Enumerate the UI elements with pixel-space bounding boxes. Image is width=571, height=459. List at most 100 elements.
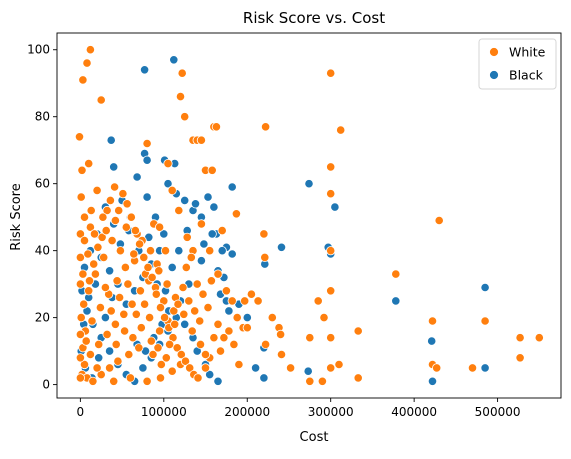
data-point-white [123, 279, 133, 289]
data-point-black [259, 373, 269, 383]
data-point-white [87, 316, 97, 326]
x-tick-label: 100000 [141, 405, 187, 419]
y-tick-label: 40 [35, 244, 50, 258]
data-point-white [326, 333, 336, 343]
data-point-white [219, 333, 229, 343]
data-point-black [227, 249, 237, 259]
y-tick-label: 80 [35, 110, 50, 124]
data-point-white [326, 162, 336, 172]
data-point-white [128, 333, 138, 343]
data-point-white [267, 312, 277, 323]
data-point-white [193, 373, 203, 383]
data-point-white [135, 239, 145, 249]
data-point-black [196, 256, 206, 266]
data-point-white [121, 222, 131, 232]
data-point-black [94, 353, 104, 363]
data-point-black [106, 135, 116, 145]
data-point-white [434, 215, 444, 226]
data-point-white [84, 276, 95, 286]
data-point-white [96, 369, 106, 380]
data-point-white [114, 205, 124, 216]
data-point-white [167, 185, 177, 195]
data-point-white [124, 349, 134, 360]
data-point-white [82, 58, 92, 68]
data-point-white [78, 269, 88, 279]
data-point-white [79, 359, 90, 370]
data-point-white [170, 319, 180, 329]
data-point-white [326, 246, 336, 256]
data-point-black [480, 363, 490, 373]
data-point-white [129, 249, 139, 259]
data-point-white [240, 296, 250, 306]
data-point-white [84, 286, 94, 296]
data-point-white [134, 343, 144, 353]
data-point-white [242, 323, 252, 333]
data-point-white [102, 329, 112, 339]
data-point-white [140, 299, 150, 309]
data-point-white [173, 299, 183, 309]
data-point-black [227, 182, 237, 192]
data-point-white [139, 252, 149, 262]
data-point-black [190, 199, 201, 209]
data-point-white [74, 132, 85, 142]
data-point-white [142, 138, 152, 149]
data-point-white [326, 286, 336, 296]
data-point-white [98, 212, 108, 222]
data-point-white [85, 45, 96, 55]
data-point-white [76, 192, 86, 202]
data-point-white [79, 212, 90, 222]
data-point-white [215, 346, 226, 356]
data-point-white [156, 359, 166, 370]
data-point-white [231, 209, 241, 219]
data-point-white [102, 205, 112, 216]
data-point-white [186, 252, 196, 262]
data-point-white [115, 246, 126, 256]
x-axis: 0 100000 200000 300000 400000 500000 [77, 398, 521, 419]
data-point-white [105, 363, 115, 373]
data-point-white [85, 222, 96, 232]
data-point-black [209, 202, 219, 212]
data-point-white [142, 376, 152, 386]
data-point-white [200, 363, 211, 373]
data-point-white [145, 246, 156, 256]
data-point-white [153, 343, 163, 353]
data-point-white [246, 289, 256, 299]
data-point-black [217, 246, 227, 256]
data-point-white [162, 279, 172, 289]
y-axis-label: Risk Score [9, 183, 24, 251]
data-point-white [285, 363, 296, 373]
data-point-white [165, 339, 175, 349]
data-point-white [178, 282, 188, 293]
data-point-white [160, 246, 171, 256]
x-tick-label: 500000 [475, 405, 521, 419]
x-tick-label: 0 [77, 405, 85, 419]
data-point-black [174, 246, 184, 256]
data-point-white [305, 333, 315, 343]
data-point-white [119, 309, 129, 319]
data-point-white [515, 333, 525, 343]
data-point-white [190, 306, 200, 316]
data-point-white [75, 353, 86, 363]
data-point-black [142, 192, 152, 202]
data-point-white [112, 276, 122, 286]
data-point-white [145, 312, 155, 323]
data-point-black [427, 376, 438, 386]
legend-marker-white [489, 47, 499, 57]
data-point-white [260, 122, 271, 132]
data-point-white [198, 289, 208, 299]
data-point-white [84, 159, 94, 169]
data-point-black [304, 179, 314, 189]
series-white [74, 45, 544, 386]
data-point-black [207, 229, 217, 239]
data-point-black [391, 296, 401, 306]
data-point-white [125, 373, 135, 383]
data-point-white [120, 262, 131, 272]
data-point-white [515, 353, 525, 363]
data-point-white [180, 356, 191, 366]
x-tick-label: 300000 [308, 405, 354, 419]
data-point-white [334, 359, 344, 370]
data-point-black [159, 229, 169, 239]
data-point-white [224, 326, 234, 336]
data-point-white [480, 316, 490, 326]
data-point-white [213, 319, 223, 329]
